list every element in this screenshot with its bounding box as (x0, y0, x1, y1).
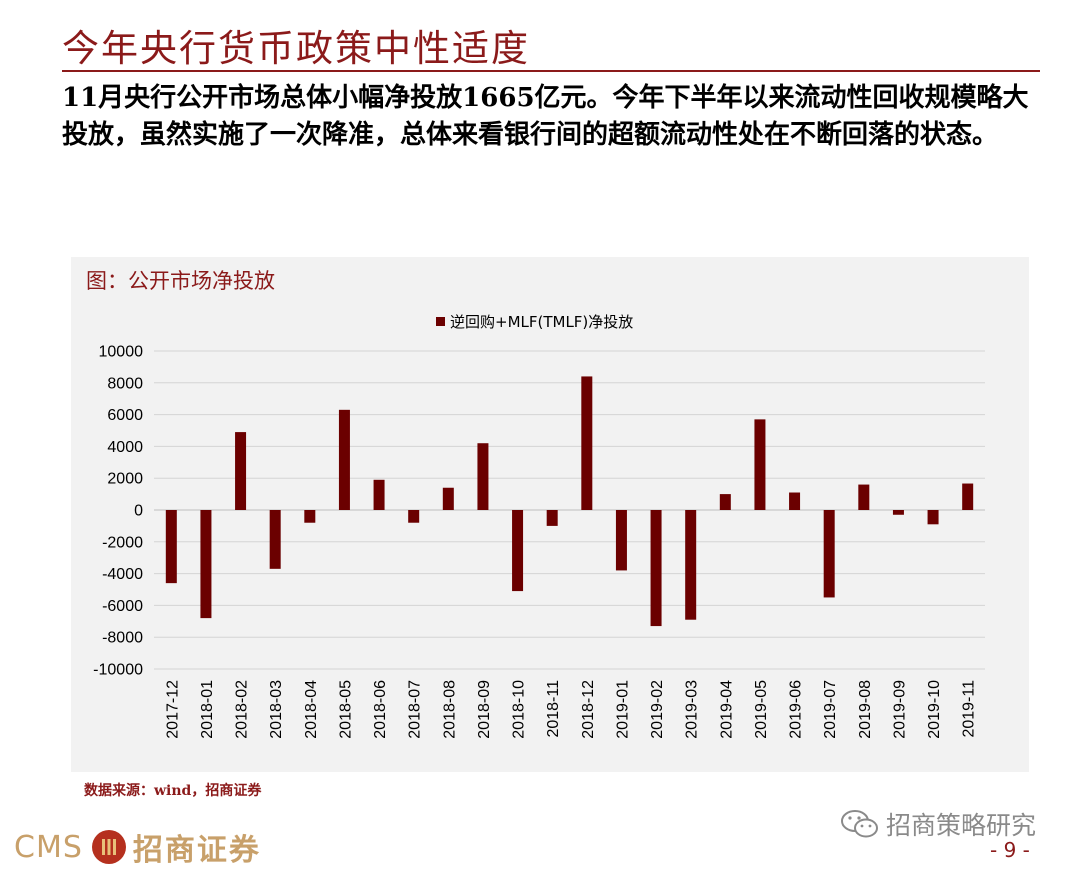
x-tick-label: 2018-08 (441, 680, 458, 739)
bar (650, 510, 662, 627)
bar (615, 510, 627, 571)
logo-badge-icon (91, 830, 126, 864)
x-tick-label: 2018-12 (580, 680, 597, 739)
wechat-icon (841, 810, 878, 838)
company-logo: CMS 招商证券 (14, 828, 261, 869)
y-tick-label: 8000 (107, 375, 143, 392)
bar (927, 510, 939, 525)
x-tick-label: 2018-11 (545, 680, 562, 738)
legend-swatch (436, 317, 445, 326)
x-tick-label: 2018-02 (234, 680, 251, 739)
bar (892, 510, 904, 515)
bar (685, 510, 697, 620)
y-tick-label: 4000 (107, 439, 143, 456)
x-tick-label: 2018-03 (268, 680, 285, 739)
x-tick-label: 2019-09 (891, 680, 908, 739)
y-tick-label: -4000 (102, 566, 143, 583)
summary-text: 11月央行公开市场总体小幅净投放1665亿元。今年下半年以来流动性回收规模略大投… (62, 83, 1029, 150)
logo-cn-text: 招商证券 (132, 833, 261, 868)
y-tick-label: 6000 (107, 407, 143, 424)
y-tick-label: 2000 (107, 471, 143, 488)
legend-label: 逆回购+MLF(TMLF)净投放 (450, 313, 633, 331)
x-tick-label: 2018-10 (511, 680, 528, 739)
x-tick-label: 2019-06 (788, 680, 805, 739)
bar (373, 479, 385, 510)
bar (754, 419, 766, 510)
bar (165, 510, 177, 584)
wechat-account: 招商策略研究 (840, 806, 1036, 842)
bar (235, 432, 247, 510)
x-tick-label: 2019-02 (649, 680, 666, 739)
x-tick-label: 2018-09 (476, 680, 493, 739)
x-tick-label: 2018-05 (337, 680, 354, 739)
y-tick-label: -10000 (93, 662, 143, 679)
bar (477, 443, 489, 510)
y-tick-label: 0 (134, 503, 143, 520)
x-tick-label: 2019-03 (684, 680, 701, 739)
bar (442, 487, 454, 510)
data-source: 数据来源：wind，招商证券 (84, 783, 262, 799)
page-title: 今年央行货币政策中性适度 (62, 27, 530, 70)
bar (962, 483, 974, 510)
x-tick-label: 2019-10 (926, 680, 943, 739)
bar-chart: 10000 8000 6000 4000 2000 0 -2000 -4000 -6000 -80… (93, 313, 985, 739)
chart-title: 图：公开市场净投放 (86, 269, 275, 293)
title-divider (62, 70, 1040, 72)
y-tick-label: 10000 (99, 344, 144, 361)
x-tick-label: 2019-05 (753, 680, 770, 739)
bar (338, 409, 350, 510)
y-tick-label: -8000 (102, 630, 143, 647)
x-tick-label: 2019-07 (822, 680, 839, 739)
bar (823, 510, 835, 598)
bar (719, 494, 731, 510)
bar (858, 484, 870, 510)
logo-cms-text: CMS (14, 829, 83, 865)
bar (200, 510, 212, 619)
bar (304, 510, 316, 523)
wechat-name: 招商策略研究 (886, 811, 1037, 840)
x-tick-label: 2019-01 (614, 680, 631, 739)
bar (546, 510, 558, 526)
bar (581, 376, 593, 510)
page-number: - 9 - (990, 838, 1030, 862)
y-tick-label: -2000 (102, 534, 143, 551)
x-tick-label: 2018-07 (407, 680, 424, 739)
x-tick-label: 2019-11 (961, 680, 978, 738)
x-tick-label: 2019-08 (857, 680, 874, 739)
bar (512, 510, 524, 592)
bar (269, 510, 281, 569)
x-tick-label: 2018-01 (199, 680, 216, 739)
x-tick-label: 2018-04 (303, 680, 320, 739)
bar (789, 492, 801, 510)
x-tick-label: 2018-06 (372, 680, 389, 739)
x-tick-label: 2017-12 (164, 680, 181, 739)
x-tick-label: 2019-04 (718, 680, 735, 739)
y-tick-label: -6000 (102, 598, 143, 615)
bar (408, 510, 420, 523)
